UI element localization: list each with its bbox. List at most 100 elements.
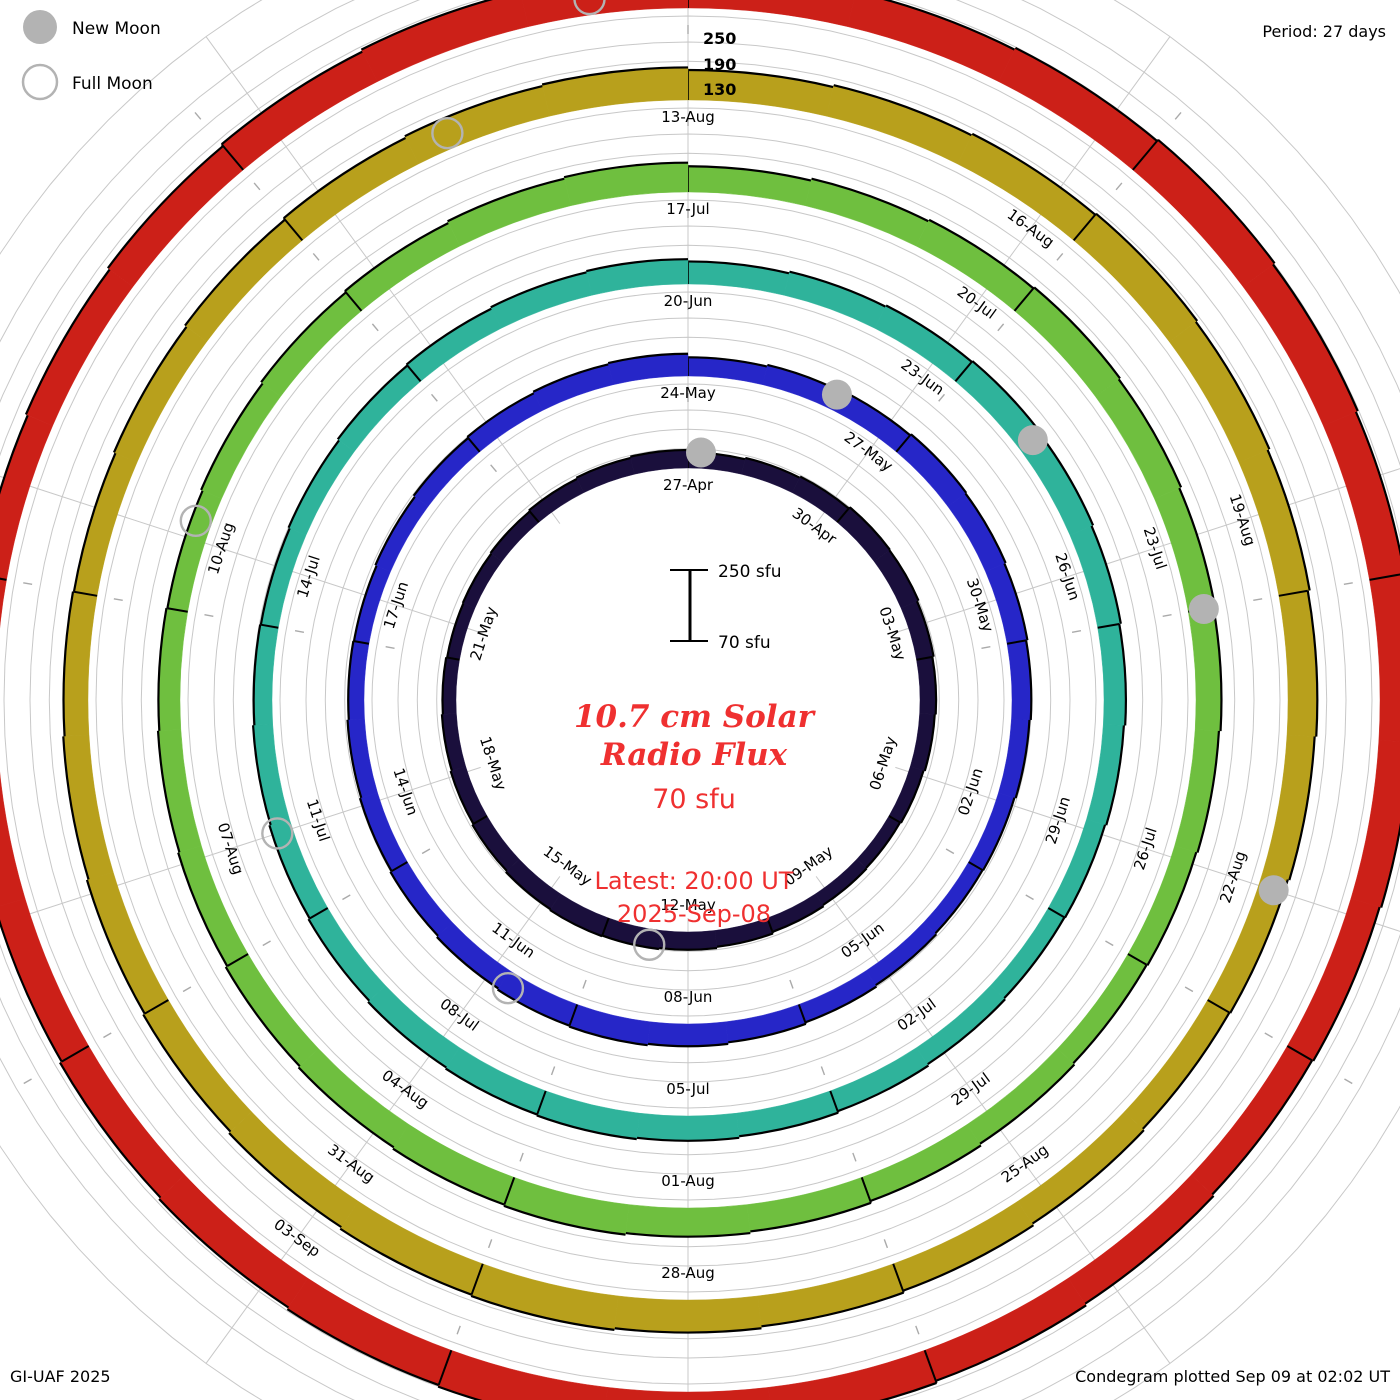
- flux-day-cap: [503, 1204, 626, 1236]
- flux-day-segment: [260, 292, 362, 397]
- minor-tick: [997, 323, 1005, 332]
- flux-day-cap: [636, 1136, 740, 1142]
- flux-day-cap: [928, 218, 1035, 290]
- minor-tick: [456, 1325, 461, 1335]
- flux-day-cap: [461, 552, 493, 604]
- flux-day-divider: [472, 815, 488, 825]
- flux-day-cap: [882, 0, 1016, 51]
- flux-day-cap: [59, 1062, 162, 1199]
- minor-tick: [194, 111, 202, 120]
- flux-day-segment: [1323, 411, 1400, 581]
- flux-day-divider: [601, 917, 610, 937]
- flux-day-cap: [166, 490, 204, 609]
- flux-day-cap: [549, 909, 603, 938]
- flux-day-divider: [1013, 286, 1035, 312]
- minor-tick: [487, 1239, 493, 1249]
- flux-day-cap: [1105, 725, 1125, 826]
- flux-day-segment: [503, 1177, 630, 1235]
- minor-tick: [430, 393, 438, 402]
- minor-tick: [789, 979, 794, 989]
- date-label: 08-Jul: [437, 995, 483, 1035]
- flux-day-divider: [282, 217, 304, 242]
- center-latest-time: Latest: 20:00 UT: [595, 867, 794, 895]
- date-label: 05-Jun: [838, 919, 888, 962]
- flux-day-cap: [252, 624, 262, 726]
- flux-day-cap: [1272, 263, 1359, 412]
- minor-tick: [1344, 1078, 1353, 1085]
- flux-day-segment: [308, 907, 386, 1002]
- flux-day-cap: [446, 602, 465, 658]
- center-title-line2: Radio Flux: [600, 737, 788, 773]
- flux-day-cap: [761, 1291, 905, 1328]
- flux-day-segment: [687, 0, 855, 27]
- new-moon-icon: [1188, 594, 1219, 625]
- minor-tick: [981, 646, 991, 649]
- moon-markers: [179, 0, 1289, 1005]
- minor-tick: [879, 464, 886, 473]
- scale-bar-bottom-label: 70 sfu: [718, 633, 771, 653]
- flux-day-cap: [601, 934, 660, 951]
- minor-tick: [1115, 182, 1123, 191]
- date-label: 02-Jul: [894, 995, 940, 1035]
- flux-day-divider: [446, 656, 460, 661]
- flux-day-segment: [856, 815, 901, 869]
- flux-day-cap: [268, 825, 311, 920]
- flux-day-segment: [73, 452, 138, 597]
- flux-day-divider: [503, 1177, 516, 1205]
- flux-day-cap: [1031, 1129, 1145, 1225]
- plotted-timestamp: Condegram plotted Sep 09 at 02:02 UT: [1075, 1367, 1390, 1386]
- radial-axis-tick: 250: [703, 29, 736, 48]
- flux-day-cap: [436, 936, 499, 990]
- flux-day-segment: [521, 0, 689, 27]
- flux-day-segment: [836, 506, 891, 562]
- scale-bar-top-label: 250 sfu: [718, 562, 781, 582]
- minor-tick: [820, 1066, 826, 1076]
- flux-day-cap: [1196, 730, 1221, 853]
- flux-day-segment: [375, 496, 429, 572]
- flux-day-segment: [392, 1124, 515, 1205]
- flux-day-divider: [923, 1349, 938, 1384]
- flux-day-divider: [309, 907, 329, 920]
- flux-day-cap: [224, 966, 301, 1068]
- minor-tick: [182, 986, 192, 993]
- flux-day-divider: [353, 640, 370, 645]
- flux-day-cap: [888, 549, 920, 602]
- flux-day-cap: [789, 270, 887, 308]
- flux-day-cap: [563, 161, 689, 179]
- radial-axis-tick: 190: [703, 55, 736, 74]
- flux-day-segment: [895, 433, 967, 507]
- minor-tick: [262, 940, 271, 947]
- flux-day-cap: [1266, 449, 1311, 591]
- flux-day-segment: [472, 815, 520, 872]
- date-label: 24-May: [660, 384, 716, 402]
- flux-day-segment: [998, 47, 1158, 171]
- flux-day-segment: [437, 1350, 608, 1400]
- flux-day-cap: [0, 414, 29, 495]
- flux-day-cap: [297, 1066, 395, 1149]
- flux-day-divider: [888, 815, 901, 824]
- moon-phase-legend: New Moon Full Moon: [21, 10, 161, 101]
- flux-day-cap: [964, 492, 1007, 564]
- flux-day-cap: [1354, 411, 1400, 557]
- flux-day-cap: [440, 714, 453, 772]
- rotation-band: [346, 352, 1033, 1048]
- flux-day-segment: [687, 357, 768, 385]
- flux-day-cap: [625, 1231, 751, 1238]
- flux-day-segment: [59, 1045, 185, 1198]
- flux-day-cap: [444, 1067, 538, 1116]
- flux-day-segment: [767, 893, 824, 933]
- flux-day-cap: [1117, 378, 1183, 488]
- flux-day-divider: [1207, 999, 1230, 1014]
- flux-day-cap: [822, 867, 868, 907]
- flux-day-cap: [865, 821, 902, 869]
- flux-day-divider: [954, 360, 974, 382]
- radial-axis-labels: 250 190 130: [703, 29, 736, 99]
- minor-tick: [1184, 986, 1194, 993]
- date-label: 06-May: [866, 734, 900, 792]
- flux-day-cap: [200, 382, 264, 491]
- flux-day-divider: [167, 607, 188, 613]
- flux-day-segment: [861, 1124, 982, 1202]
